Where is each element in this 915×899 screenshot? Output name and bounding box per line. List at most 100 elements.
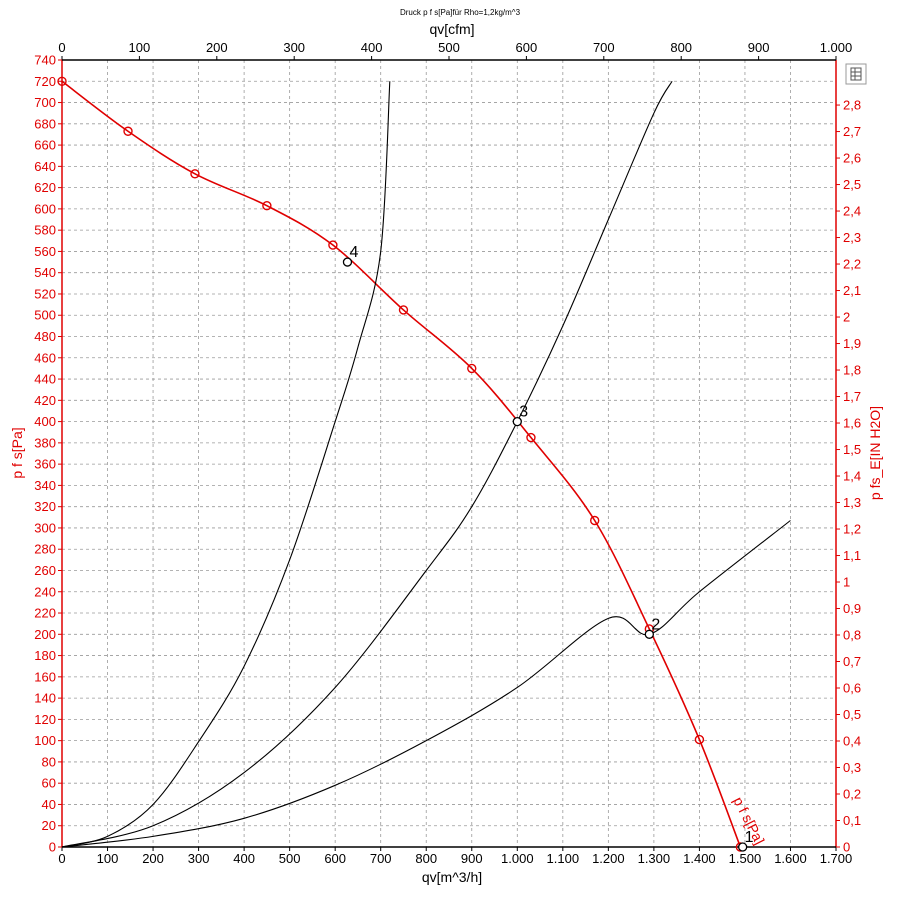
y2-tick-label: 0,6 [843, 681, 861, 696]
x-tick-label: 1.400 [683, 851, 716, 866]
y2-tick-label: 0,9 [843, 601, 861, 616]
x-tick-label: 1.000 [501, 851, 534, 866]
series-marker [262, 201, 272, 211]
y2-tick-label: 1,7 [843, 389, 861, 404]
y2-tick-label: 0,5 [843, 707, 861, 722]
y2-tick-label: 2,2 [843, 257, 861, 272]
x-tick-label: 500 [279, 851, 301, 866]
x-tick-label: 600 [324, 851, 346, 866]
x-tick-label: 400 [233, 851, 255, 866]
y-tick-label: 60 [42, 776, 56, 791]
y-tick-label: 600 [34, 201, 56, 216]
x-axis-title: qv[m^3/h] [422, 869, 482, 885]
y-tick-label: 580 [34, 223, 56, 238]
y-tick-label: 100 [34, 733, 56, 748]
y-tick-label: 140 [34, 691, 56, 706]
y-tick-label: 0 [49, 840, 56, 855]
x-tick-label: 800 [415, 851, 437, 866]
x2-tick-label: 800 [670, 40, 692, 55]
series-marker [190, 169, 200, 179]
operating-point-marker [738, 842, 748, 852]
y2-tick-label: 1,4 [843, 469, 861, 484]
y2-tick-label: 0,7 [843, 654, 861, 669]
x-tick-label: 1.700 [820, 851, 853, 866]
y2-tick-label: 0,1 [843, 813, 861, 828]
y-tick-label: 620 [34, 180, 56, 195]
axes: 0 100 200 300 400 500 600 700 800 900 1.000 1.100 1.… [34, 40, 861, 866]
x2-tick-label: 400 [361, 40, 383, 55]
x2-axis-title: qv[cfm] [429, 21, 474, 37]
y-tick-label: 520 [34, 286, 56, 301]
operating-point-label: 3 [519, 404, 528, 421]
series-marker [398, 305, 409, 315]
series-marker [328, 240, 338, 250]
y-tick-label: 660 [34, 138, 56, 153]
x-tick-label: 100 [97, 851, 119, 866]
chart-title: Druck p f s[Pa]für Rho=1,2kg/m^3 [400, 8, 521, 17]
x2-tick-label: 900 [748, 40, 770, 55]
y-tick-label: 480 [34, 329, 56, 344]
y-tick-label: 360 [34, 457, 56, 472]
y-tick-label: 420 [34, 393, 56, 408]
y2-tick-label: 2,5 [843, 177, 861, 192]
y2-tick-label: 0,8 [843, 628, 861, 643]
series-line-3 [61, 520, 791, 848]
table-view-button[interactable] [845, 63, 867, 85]
y-tick-label: 160 [34, 669, 56, 684]
series-line-1 [61, 81, 391, 848]
series-marker [526, 432, 536, 443]
y-tick-label: 280 [34, 542, 56, 557]
y-tick-label: 680 [34, 116, 56, 131]
x-tick-label: 1.500 [729, 851, 762, 866]
x-tick-label: 700 [370, 851, 392, 866]
operating-points: 1 2 3 4 [342, 244, 754, 852]
x2-tick-label: 300 [283, 40, 305, 55]
x2-tick-label: 1.000 [820, 40, 853, 55]
series-marker [57, 76, 67, 86]
y2-tick-label: 0,3 [843, 760, 861, 775]
y2-tick-label: 1,1 [843, 548, 861, 563]
y-tick-label: 40 [42, 797, 56, 812]
x2-tick-label: 100 [129, 40, 151, 55]
x-tick-label: 900 [461, 851, 483, 866]
y2-tick-label: 1,8 [843, 363, 861, 378]
y-tick-label: 220 [34, 606, 56, 621]
operating-point-marker [342, 257, 353, 267]
operating-point-label: 1 [745, 829, 754, 846]
x2-tick-label: 0 [58, 40, 65, 55]
y2-tick-label: 1 [843, 575, 850, 590]
y-tick-label: 180 [34, 648, 56, 663]
x-tick-label: 300 [188, 851, 210, 866]
y2-tick-label: 1,6 [843, 416, 861, 431]
x2-tick-label: 200 [206, 40, 228, 55]
y-tick-label: 500 [34, 308, 56, 323]
y-tick-label: 460 [34, 350, 56, 365]
series-marker [694, 734, 705, 745]
y2-tick-label: 2,1 [843, 283, 861, 298]
y-tick-label: 240 [34, 584, 56, 599]
y-tick-label: 340 [34, 478, 56, 493]
y-axis-title: p f s[Pa] [9, 427, 25, 478]
y2-tick-label: 2,3 [843, 230, 861, 245]
x-tick-label: 200 [142, 851, 164, 866]
y-tick-label: 440 [34, 372, 56, 387]
y-tick-label: 20 [42, 818, 56, 833]
y-tick-label: 200 [34, 627, 56, 642]
x-tick-label: 1.200 [592, 851, 625, 866]
y2-tick-label: 0,2 [843, 787, 861, 802]
y2-tick-label: 0 [843, 840, 850, 855]
y-tick-label: 300 [34, 520, 56, 535]
y2-axis-title: p fs_E[IN H2O] [867, 406, 883, 500]
grid [62, 60, 836, 847]
y2-tick-label: 1,3 [843, 495, 861, 510]
y-tick-label: 320 [34, 499, 56, 514]
y2-tick-label: 2,8 [843, 98, 861, 113]
series-line-2 [61, 80, 673, 848]
y-tick-label: 640 [34, 159, 56, 174]
plot-frame [61, 59, 837, 848]
y-tick-label: 720 [34, 74, 56, 89]
y-tick-label: 400 [34, 414, 56, 429]
operating-point-label: 4 [349, 244, 358, 261]
x-tick-label: 1.100 [547, 851, 580, 866]
